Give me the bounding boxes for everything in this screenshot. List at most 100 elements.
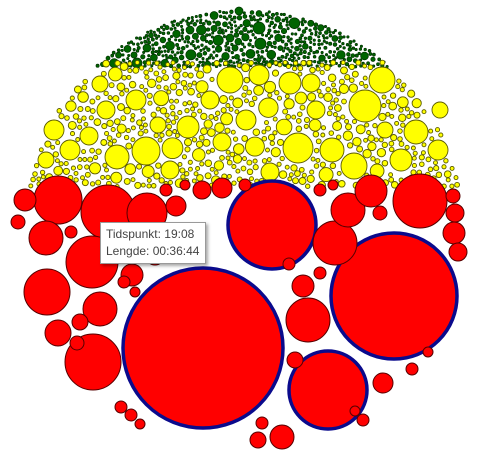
bubble-yellow[interactable] [234,109,240,115]
bubble-yellow[interactable] [263,80,277,94]
bubble-yellow[interactable] [372,122,378,129]
bubble-green[interactable] [165,40,175,51]
bubble-yellow[interactable] [153,132,159,139]
bubble-green[interactable] [264,34,269,38]
bubble-red[interactable] [13,188,37,212]
bubble-yellow[interactable] [261,158,268,164]
bubble-yellow[interactable] [327,73,337,83]
bubble-green[interactable] [146,37,150,41]
bubble-yellow[interactable] [102,59,110,68]
bubble-green[interactable] [320,42,324,46]
bubble-green[interactable] [282,34,286,39]
bubble-green[interactable] [313,26,318,31]
bubble-yellow[interactable] [260,162,280,182]
bubble-yellow[interactable] [349,77,355,83]
bubble-green[interactable] [182,60,186,64]
bubble-yellow[interactable] [248,60,255,66]
bubble-green[interactable] [297,27,301,32]
bubble-green[interactable] [285,52,289,57]
bubble-red[interactable] [129,286,141,298]
bubble-yellow[interactable] [73,85,82,94]
bubble-yellow[interactable] [115,132,122,138]
bubble-green[interactable] [176,63,182,69]
bubble-green[interactable] [153,41,159,47]
bubble-yellow[interactable] [123,106,131,115]
bubble-red[interactable] [192,180,212,200]
bubble-yellow[interactable] [308,118,322,132]
bubble-green[interactable] [298,36,303,41]
bubble-green[interactable] [357,51,361,56]
bubble-yellow[interactable] [120,115,127,122]
bubble-red[interactable] [269,424,295,450]
bubble-green[interactable] [199,48,203,52]
bubble-yellow[interactable] [82,78,88,85]
bubble-green[interactable] [170,20,174,24]
bubble-yellow[interactable] [96,100,116,120]
bubble-green[interactable] [127,53,131,58]
bubble-green[interactable] [242,14,248,19]
bubble-green[interactable] [221,52,230,61]
bubble-yellow[interactable] [107,141,114,147]
bubble-green[interactable] [202,47,206,51]
bubble-green[interactable] [169,27,174,31]
bubble-yellow[interactable] [219,155,225,161]
bubble-red[interactable] [134,418,146,430]
bubble-green[interactable] [241,58,246,63]
bubble-yellow[interactable] [77,105,84,113]
bubble-red[interactable] [23,268,71,316]
bubble-green[interactable] [181,18,185,22]
bubble-yellow[interactable] [261,129,267,135]
bubble-yellow[interactable] [313,163,320,169]
bubble-yellow[interactable] [421,142,427,148]
bubble-red[interactable] [448,242,468,262]
bubble-green[interactable] [292,56,296,60]
bubble-green[interactable] [173,26,177,30]
bubble-green[interactable] [317,42,321,47]
bubble-yellow[interactable] [185,60,191,66]
bubble-green[interactable] [280,54,285,59]
bubble-green[interactable] [186,21,191,27]
bubble-green[interactable] [227,46,231,50]
bubble-green[interactable] [222,10,226,15]
bubble-yellow[interactable] [274,90,280,96]
bubble-yellow[interactable] [150,183,157,189]
bubble-yellow[interactable] [194,66,200,72]
bubble-green[interactable] [194,14,198,19]
bubble-green[interactable] [283,46,287,50]
bubble-yellow[interactable] [276,161,282,167]
bubble-yellow[interactable] [208,114,215,120]
bubble-green[interactable] [284,56,288,60]
bubble-yellow[interactable] [158,177,165,184]
bubble-green[interactable] [286,27,290,31]
bubble-yellow[interactable] [453,175,459,181]
bubble-green[interactable] [317,38,321,43]
bubble-red[interactable] [327,179,339,191]
bubble-yellow[interactable] [174,98,180,104]
bubble-green[interactable] [286,35,290,40]
bubble-yellow[interactable] [165,118,171,124]
bubble-green[interactable] [195,39,200,43]
bubble-yellow[interactable] [397,136,403,142]
bubble-yellow[interactable] [100,70,107,77]
bubble-green[interactable] [212,20,216,24]
bubble-green[interactable] [261,33,265,37]
bubble-yellow[interactable] [454,181,460,188]
bubble-yellow[interactable] [126,74,132,80]
bubble-green[interactable] [344,62,350,67]
bubble-yellow[interactable] [283,98,295,110]
bubble-green[interactable] [196,24,207,36]
bubble-green[interactable] [280,39,285,44]
bubble-green[interactable] [284,42,289,47]
bubble-yellow[interactable] [278,170,288,179]
bubble-yellow[interactable] [331,87,337,94]
bubble-yellow[interactable] [449,165,455,171]
bubble-yellow[interactable] [72,113,80,120]
bubble-yellow[interactable] [182,71,189,78]
bubble-green[interactable] [253,61,258,65]
bubble-green[interactable] [155,36,159,40]
bubble-red[interactable] [64,225,78,239]
bubble-green[interactable] [233,20,237,24]
bubble-yellow[interactable] [73,177,79,183]
bubble-green[interactable] [222,35,226,39]
bubble-red[interactable] [124,408,138,422]
